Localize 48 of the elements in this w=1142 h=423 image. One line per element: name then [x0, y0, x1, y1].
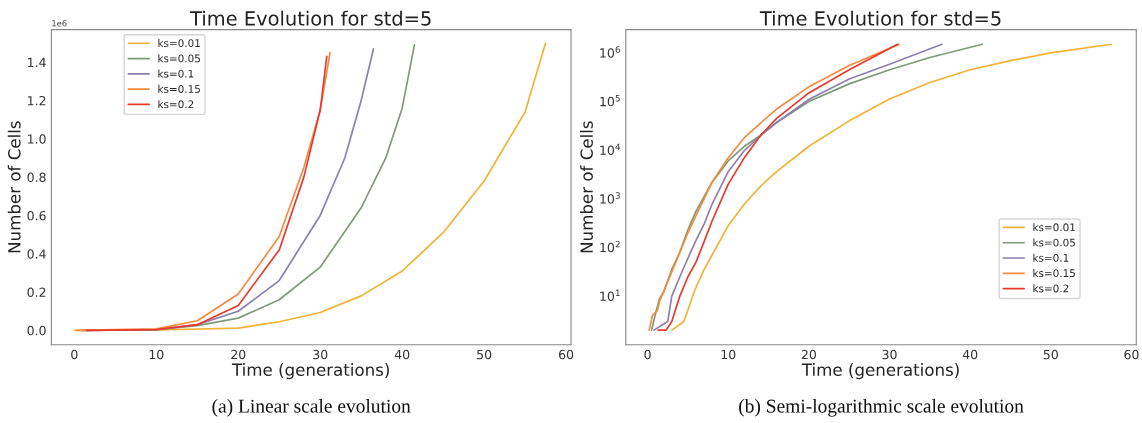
x-tick-label: 0 — [71, 349, 78, 360]
y-tick-label: 0.4 — [27, 249, 46, 259]
line-series — [670, 43, 1113, 331]
y-tick-label: 0.2 — [27, 287, 46, 297]
y-tick-label: 10$^{1}$ — [600, 289, 620, 301]
x-tick-label: 10 — [721, 349, 736, 360]
x-tick-label: 0 — [644, 349, 651, 360]
x-axis-title: Time (generations) — [231, 363, 389, 380]
x-tick-label: 40 — [962, 349, 978, 360]
y-axis-title: Number of Cells — [7, 121, 21, 253]
x-tick-label: 30 — [313, 349, 328, 360]
legend-label: ks=0.15 — [158, 84, 200, 93]
x-tick-label: 60 — [1124, 349, 1139, 360]
legend-label: ks=0.15 — [1033, 269, 1075, 278]
chart-title: Time Evolution for std=5 — [759, 10, 1001, 26]
y-tick-label: 1.4 — [28, 57, 46, 67]
x-tick-label: 10 — [149, 349, 164, 360]
text: (a) Linear scale evolution — [212, 399, 411, 417]
y-tick-label: 1.2 — [28, 95, 46, 106]
x-tick-label: 40 — [394, 349, 410, 360]
y-tick-label: 1.0 — [28, 134, 46, 144]
legend-label: ks=0.2 — [158, 100, 194, 109]
x-tick-label: 60 — [559, 349, 574, 360]
y-tick-label: 0.0 — [27, 325, 46, 336]
text: (b) Semi-logarithmic scale evolution — [739, 398, 1024, 417]
y-tick-label: 10$^{6}$ — [600, 46, 620, 58]
legend-label: ks=0.01 — [1033, 223, 1075, 232]
y-tick-label: 10$^{3}$ — [600, 192, 620, 204]
x-tick-label: 50 — [477, 349, 492, 360]
legend-label: ks=0.05 — [158, 54, 200, 63]
legend-label: ks=0.05 — [1033, 238, 1075, 247]
text: 1e6 — [52, 20, 67, 27]
legend-label: ks=0.1 — [158, 69, 194, 78]
chart-title: Time Evolution for std=5 — [190, 10, 431, 26]
legend-label: ks=0.1 — [1033, 253, 1069, 262]
legend-label: ks=0.01 — [158, 38, 200, 48]
y-tick-label: 0.8 — [27, 172, 46, 183]
x-tick-label: 50 — [1043, 349, 1058, 360]
y-tick-label: 10$^{2}$ — [600, 240, 620, 253]
y-tick-label: 0.6 — [27, 210, 46, 221]
x-axis-title: Time (generations) — [801, 363, 959, 380]
y-axis-title: Number of Cells — [580, 121, 593, 253]
x-tick-label: 20 — [231, 349, 246, 360]
x-tick-label: 30 — [882, 349, 897, 360]
x-tick-label: 20 — [801, 349, 816, 360]
legend-label: ks=0.2 — [1033, 284, 1069, 293]
y-tick-label: 10$^{5}$ — [600, 94, 620, 107]
y-tick-label: 10$^{4}$ — [600, 143, 621, 155]
